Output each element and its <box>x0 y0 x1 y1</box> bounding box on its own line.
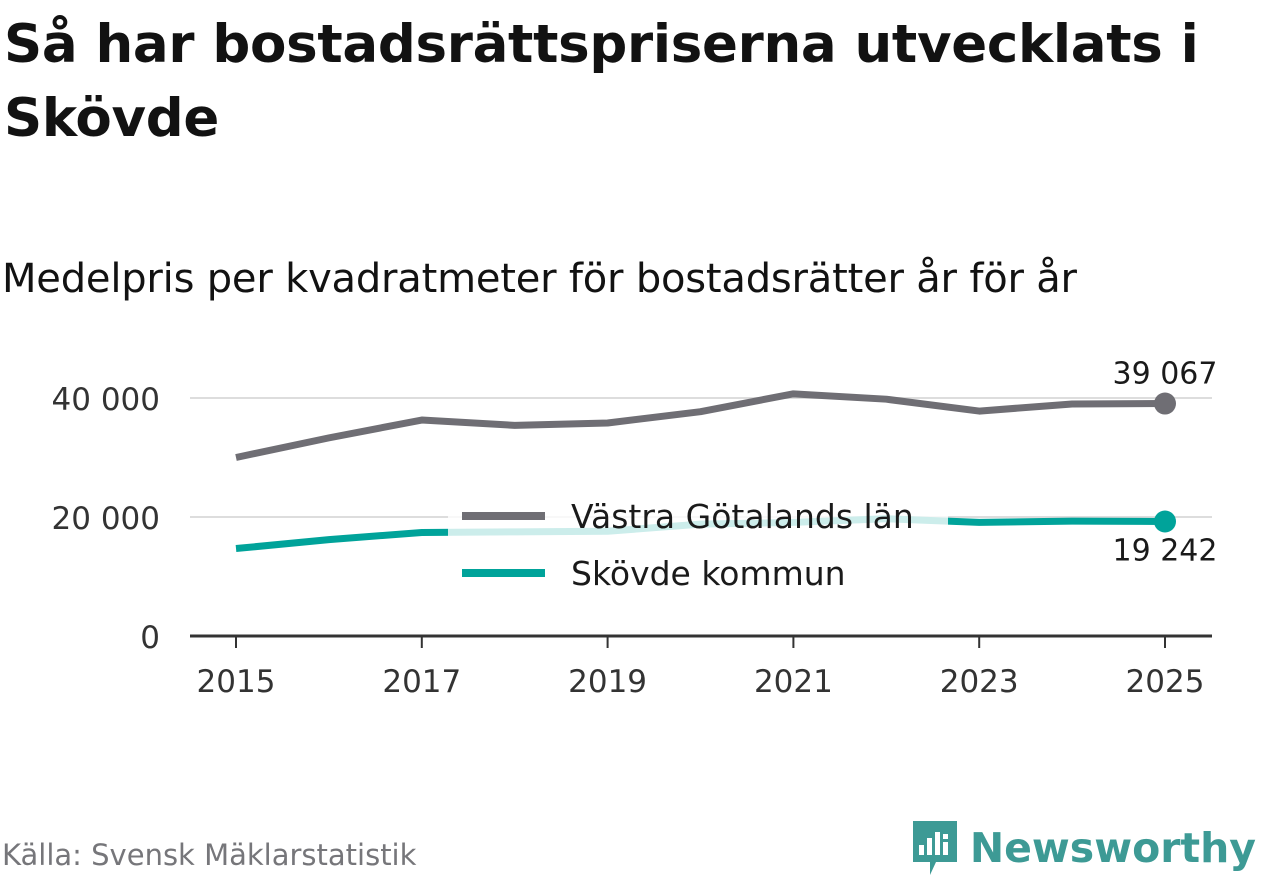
x-tick-label: 2025 <box>1126 664 1205 700</box>
newsworthy-logo-icon <box>912 821 957 875</box>
chart-subtitle: Medelpris per kvadratmeter för bostadsrä… <box>2 256 1077 302</box>
x-tick-label: 2015 <box>197 664 276 700</box>
line-chart: 0 20 000 40 000 2015 2017 2019 2021 2023 2025 V… <box>52 357 1218 700</box>
x-tick-label: 2019 <box>568 664 647 700</box>
series-endpoint-vastra-gotalands-lan <box>1154 392 1176 415</box>
brand-logo: Newsworthy <box>910 818 1256 878</box>
chart-title: Så har bostadsrättspriserna utvecklats i… <box>4 14 1199 149</box>
legend-background <box>448 490 948 610</box>
data-label: 19 242 <box>1113 534 1218 569</box>
series-endpoint-skovde-kommun <box>1154 510 1176 533</box>
y-axis-ticks: 0 20 000 40 000 <box>52 382 160 656</box>
y-tick-label: 0 <box>140 620 160 656</box>
brand-name: Newsworthy <box>969 824 1256 872</box>
x-tick-label: 2017 <box>382 664 461 700</box>
y-tick-label: 40 000 <box>52 382 160 418</box>
x-tick-label: 2023 <box>940 664 1019 700</box>
legend-label: Västra Götalands län <box>571 497 914 536</box>
y-tick-label: 20 000 <box>52 501 160 537</box>
data-label: 39 067 <box>1113 357 1218 392</box>
data-labels: 39 067 19 242 <box>1113 357 1218 569</box>
x-tick-label: 2021 <box>754 664 833 700</box>
legend-label: Skövde kommun <box>571 554 846 593</box>
legend: Västra Götalands län Skövde kommun <box>448 490 948 610</box>
source-note: Källa: Svensk Mäklarstatistik <box>2 838 417 872</box>
series-line-vastra-gotalands-lan <box>235 390 1166 461</box>
x-axis: 2015 2017 2019 2021 2023 2025 <box>190 634 1212 700</box>
